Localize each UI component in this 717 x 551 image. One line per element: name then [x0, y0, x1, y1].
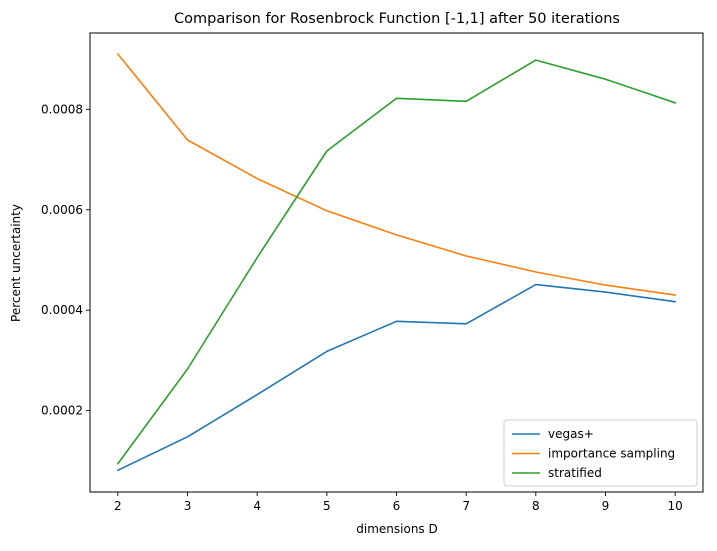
legend-box [503, 419, 698, 487]
x-tick-label: 4 [253, 499, 261, 513]
x-axis: 2 3 4 5 6 7 8 9 10 [114, 492, 683, 513]
y-axis-label: Percent uncertainty [9, 204, 23, 322]
legend-item: stratified [512, 466, 602, 480]
x-axis-label: dimensions D [356, 522, 437, 536]
series-line-vegas [116, 283, 677, 472]
y-tick-label: 0.0002 [41, 404, 83, 418]
x-tick-label: 6 [393, 499, 401, 513]
legend-label: vegas+ [548, 427, 594, 441]
x-tick-label: 7 [462, 499, 470, 513]
series-line-stratified [116, 59, 677, 465]
x-tick-label: 5 [323, 499, 331, 513]
legend-item: vegas+ [512, 427, 594, 441]
plot-area [116, 52, 677, 472]
x-tick-label: 2 [114, 499, 122, 513]
y-axis: 0.0002 0.0004 0.0006 0.0008 [41, 102, 90, 418]
x-tick-label: 9 [602, 499, 610, 513]
x-tick-label: 8 [532, 499, 540, 513]
legend-label: stratified [548, 466, 602, 480]
chart-title: Comparison for Rosenbrock Function [-1,1… [174, 11, 620, 27]
y-tick-label: 0.0006 [41, 203, 83, 217]
legend-item: importance sampling [512, 447, 675, 461]
x-tick-label: 3 [184, 499, 192, 513]
y-tick-label: 0.0004 [41, 303, 83, 317]
series-line-importance-sampling [116, 52, 677, 297]
legend-label: importance sampling [548, 447, 675, 461]
y-tick-label: 0.0008 [41, 102, 83, 116]
x-tick-label: 10 [667, 499, 682, 513]
legend: vegas+ importance sampling stratified [503, 419, 698, 487]
